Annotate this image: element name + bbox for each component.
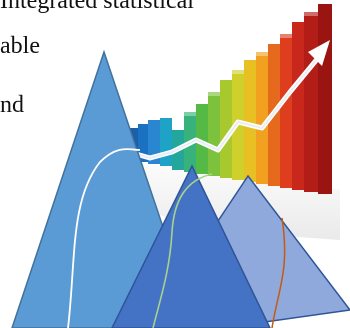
triangle-middle-icon (111, 164, 271, 328)
arrow-head-icon (308, 40, 330, 66)
curve-orange (271, 217, 286, 328)
text-line-1: Integrated statistical (0, 0, 194, 14)
text-line-2: able (0, 33, 40, 59)
curve-green (152, 173, 213, 328)
curve-white (67, 148, 141, 328)
text-line-3: nd (0, 92, 24, 118)
